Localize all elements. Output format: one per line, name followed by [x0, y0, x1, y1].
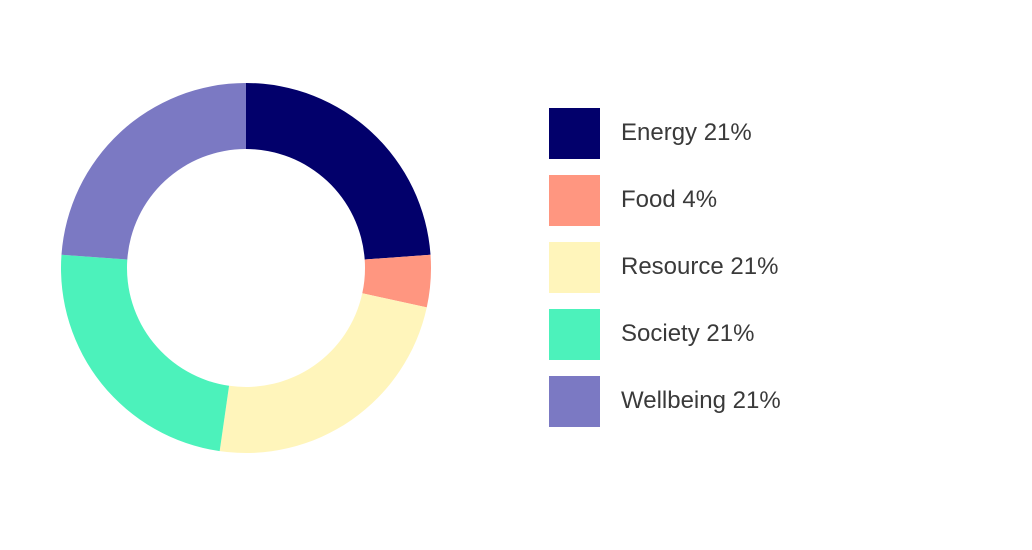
legend-label-wellbeing: Wellbeing 21% [621, 387, 781, 414]
legend-swatch-wellbeing [549, 376, 600, 427]
legend-item-society: Society 21% [549, 309, 879, 360]
legend-label-resource: Resource 21% [621, 253, 779, 280]
legend-item-resource: Resource 21% [549, 242, 879, 293]
legend-swatch-energy [549, 108, 600, 159]
legend-label-society: Society 21% [621, 320, 755, 347]
slice-food [362, 254, 432, 308]
slice-energy [246, 83, 431, 260]
chart-legend: Energy 21% Food 4% Resource 21% Society … [549, 108, 879, 443]
legend-swatch-food [549, 175, 600, 226]
slice-wellbeing [61, 83, 246, 260]
slice-society [61, 254, 230, 452]
slice-resource [219, 293, 427, 453]
legend-label-energy: Energy 21% [621, 119, 752, 146]
legend-swatch-society [549, 309, 600, 360]
donut-slices [61, 83, 432, 453]
legend-swatch-resource [549, 242, 600, 293]
legend-item-wellbeing: Wellbeing 21% [549, 376, 879, 427]
legend-label-food: Food 4% [621, 186, 718, 213]
legend-item-energy: Energy 21% [549, 108, 879, 159]
legend-item-food: Food 4% [549, 175, 879, 226]
